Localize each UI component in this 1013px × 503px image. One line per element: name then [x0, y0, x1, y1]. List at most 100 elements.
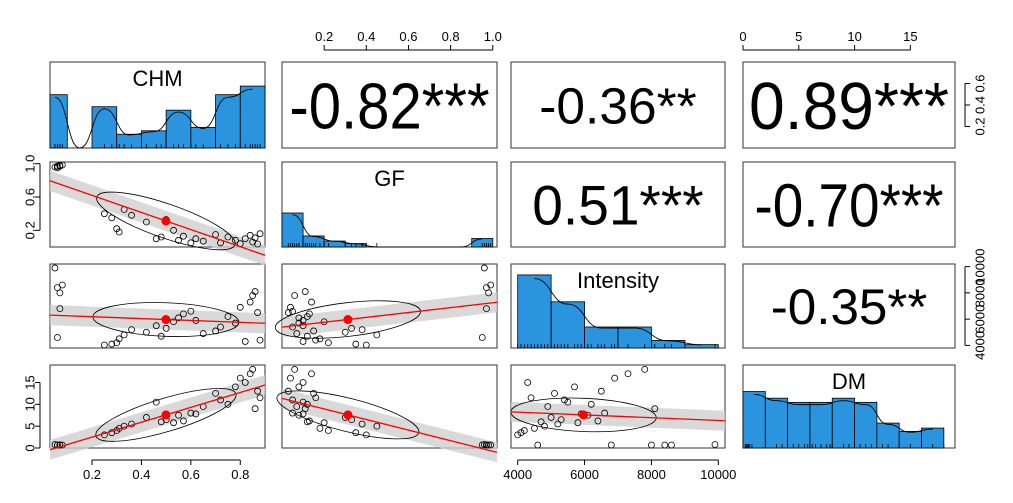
- scatter-point-DM-GF-26: [287, 374, 294, 382]
- mean-point-GF-CHM: [161, 216, 171, 226]
- scatter-point-DM-GF-22: [310, 389, 318, 397]
- top-axis-dm-tick-label-2: 10: [847, 29, 861, 44]
- scatter-point-DM-Intensity-0: [661, 441, 669, 449]
- scatter-point-Intensity-GF-30: [301, 288, 309, 295]
- panel-frame-2-0: [49, 263, 266, 349]
- histogram-bar-CHM-4: [141, 130, 167, 149]
- scatter-point-Intensity-CHM-13: [152, 322, 160, 330]
- scatter-point-Intensity-GF-8: [324, 339, 332, 347]
- scatter-point-Intensity-CHM-10: [120, 331, 128, 339]
- scatter-point-DM-GF-16: [320, 419, 328, 427]
- scatter-point-GF-CHM-25: [231, 236, 239, 244]
- scatter-point-GF-CHM-21: [199, 237, 207, 245]
- scatter-point-DM-CHM-17: [175, 411, 182, 419]
- scatter-point-DM-GF-6: [362, 431, 370, 439]
- scatter-point-Intensity-GF-1: [485, 289, 492, 297]
- fit-line-DM-CHM: [49, 384, 266, 451]
- bottom-axis-intensity-tick-label-1: 6000: [570, 467, 599, 482]
- scatter-point-Intensity-GF-23: [289, 323, 296, 331]
- left-axis-dm-tick-label-0: 0: [22, 444, 37, 451]
- scatter-point-DM-Intensity-27: [524, 379, 532, 386]
- scatter-point-Intensity-GF-15: [348, 324, 355, 332]
- scatter-point-DM-Intensity-9: [531, 424, 538, 432]
- panel-frame-2-3: [742, 263, 956, 349]
- scatter-point-Intensity-CHM-28: [246, 298, 254, 306]
- bottom-axis-intensity-tick-label-3: 10000: [700, 467, 736, 482]
- panel-frame-0-3: [742, 61, 956, 149]
- scatter-point-Intensity-CHM-4: [54, 334, 61, 341]
- scatter-point-Intensity-CHM-26: [236, 303, 244, 311]
- scatter-point-DM-CHM-16: [170, 419, 177, 427]
- top-axis-gf-tick-label-2: 0.6: [399, 29, 417, 44]
- scatter-point-Intensity-GF-14: [303, 332, 311, 340]
- scatter-point-Intensity-CHM-2: [51, 264, 59, 272]
- scatter-point-DM-GF-27: [299, 379, 307, 386]
- scatter-point-DM-GF-32: [312, 394, 320, 402]
- scatter-point-DM-Intensity-26: [611, 374, 619, 382]
- panel-frame-1-3: [742, 161, 956, 248]
- scatter-point-DM-Intensity-32: [527, 394, 535, 402]
- scatter-point-Intensity-GF-4: [478, 334, 486, 341]
- top-axis-dm-tick-label-0: 0: [739, 29, 746, 44]
- scatter-point-Intensity-GF-9: [316, 335, 324, 343]
- scatter-point-DM-CHM-30: [251, 405, 259, 413]
- scatter-point-Intensity-CHM-24: [224, 313, 232, 320]
- scatter-point-DM-Intensity-15: [557, 416, 565, 424]
- scatter-point-DM-GF-19: [289, 409, 296, 417]
- scatter-point-GF-CHM-16: [170, 226, 177, 234]
- scatter-point-DM-CHM-32: [256, 394, 264, 402]
- scatter-point-GF-CHM-27: [241, 235, 249, 243]
- scatter-point-Intensity-CHM-11: [128, 326, 135, 334]
- scatter-point-Intensity-CHM-19: [187, 307, 195, 315]
- scatter-point-GF-CHM-20: [192, 235, 200, 243]
- scatter-point-Intensity-GF-5: [483, 305, 490, 313]
- correlation-label-0: -0.82***: [289, 70, 489, 142]
- scatter-point-DM-CHM-31: [254, 387, 261, 395]
- scatter-point-Intensity-CHM-7: [108, 340, 116, 348]
- correlation-label-4: -0.70***: [754, 171, 943, 239]
- scatter-point-GF-CHM-7: [108, 214, 116, 222]
- scatter-point-DM-Intensity-16: [574, 419, 582, 427]
- scatter-point-Intensity-GF-24: [303, 313, 311, 320]
- scatter-point-GF-CHM-9: [115, 228, 123, 236]
- right-axis-intensity-tick-label-2: 8000: [972, 278, 987, 307]
- right-axis-intensity-tick-label-1: 6000: [972, 305, 987, 334]
- scatter-point-DM-CHM-2: [51, 441, 59, 448]
- histogram-bar-Intensity-1: [550, 301, 585, 349]
- mean-point-DM-GF: [343, 410, 353, 420]
- mean-point-DM-Intensity: [579, 410, 589, 420]
- scatter-point-DM-Intensity-21: [544, 403, 552, 410]
- correlation-label-1: -0.36**: [539, 77, 696, 134]
- scatter-point-DM-Intensity-12: [547, 414, 555, 421]
- scatter-point-DM-CHM-26: [236, 374, 244, 382]
- scatter-point-Intensity-GF-3: [487, 281, 495, 289]
- right-axis-chm-tick-label-2: 0.6: [972, 74, 987, 92]
- scatter-point-Intensity-CHM-21: [199, 330, 207, 337]
- scatter-point-Intensity-CHM-16: [170, 318, 177, 326]
- scatter-point-GF-CHM-6: [100, 210, 108, 218]
- scatter-point-GF-CHM-11: [128, 211, 135, 219]
- left-axis-dm-tick-label-3: 15: [22, 375, 37, 389]
- scatter-point-DM-CHM-29: [249, 365, 257, 373]
- scatter-point-DM-GF-13: [299, 398, 307, 406]
- variable-label-CHM: CHM: [132, 66, 182, 91]
- scatter-point-DM-Intensity-28: [624, 370, 632, 378]
- scatter-point-Intensity-CHM-15: [162, 324, 170, 332]
- scatter-point-Intensity-CHM-9: [115, 335, 123, 343]
- scatter-point-DM-Intensity-31: [597, 387, 605, 395]
- scatter-point-DM-GF-11: [358, 420, 366, 428]
- scatter-point-Intensity-CHM-6: [100, 341, 108, 349]
- scatter-point-DM-Intensity-5: [607, 441, 615, 449]
- right-axis-intensity-tick-label-0: 4000: [972, 331, 987, 360]
- right-axis-chm-tick-label-1: 0.4: [972, 96, 987, 114]
- scatter-point-DM-Intensity-3: [668, 441, 675, 449]
- scatter-point-DM-Intensity-30: [651, 405, 659, 413]
- correlation-label-3: 0.51***: [532, 174, 703, 236]
- scatter-point-Intensity-GF-12: [341, 328, 349, 336]
- scatter-point-DM-GF-17: [295, 411, 303, 419]
- histogram-bar-Intensity-0: [517, 274, 552, 349]
- density-curve-DM: [754, 393, 933, 433]
- histogram-bar-DM-3: [809, 401, 833, 449]
